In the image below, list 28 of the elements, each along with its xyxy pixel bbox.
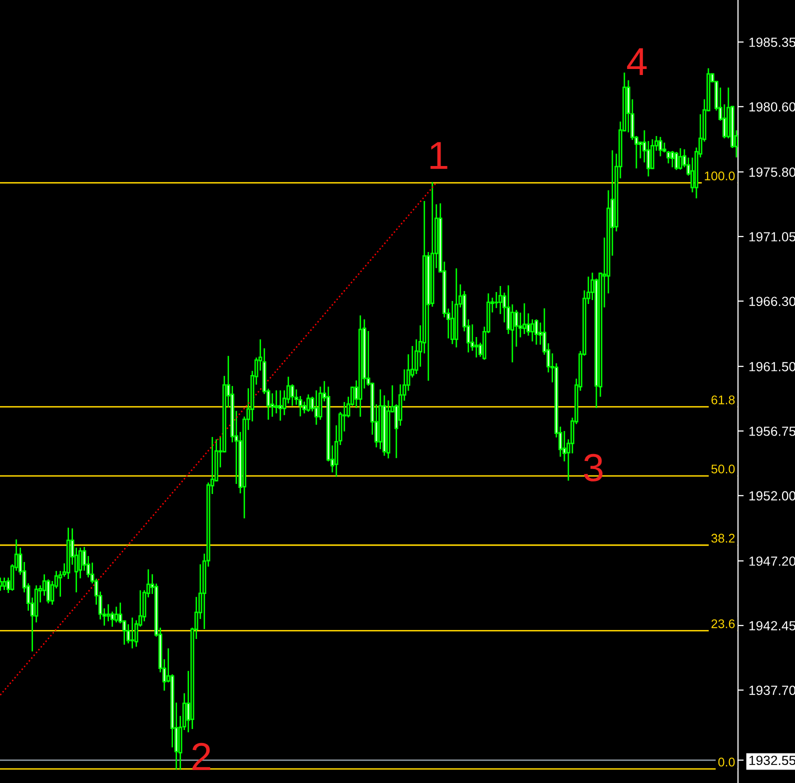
candlestick xyxy=(658,136,662,156)
candlestick xyxy=(514,310,518,347)
candlestick xyxy=(114,606,118,622)
candlestick xyxy=(130,618,134,648)
candlestick xyxy=(278,390,282,421)
annotation: 50.0 xyxy=(711,464,735,474)
candlestick xyxy=(2,578,6,590)
annotation: 38.2 xyxy=(711,534,735,543)
candlestick xyxy=(274,390,278,414)
candlestick xyxy=(306,394,310,412)
candlestick xyxy=(674,152,678,170)
candlestick xyxy=(670,150,674,168)
candlestick xyxy=(678,148,682,170)
annotation: 61.8 xyxy=(712,395,735,404)
candlestick xyxy=(290,384,294,406)
candlestick xyxy=(106,604,110,622)
annotation: 0.0 xyxy=(718,758,735,767)
annotation: 100.0 xyxy=(704,171,735,180)
candlestick xyxy=(522,303,526,334)
annotation: 23.6 xyxy=(712,619,735,628)
candlestick xyxy=(314,390,318,425)
candlestick xyxy=(534,319,538,345)
annotation: 3 xyxy=(584,454,602,482)
candlestick xyxy=(530,319,534,342)
candlestick xyxy=(474,337,478,358)
annotation: 1 xyxy=(430,142,448,169)
candlestick xyxy=(450,300,454,344)
annotation: 4 xyxy=(627,48,647,76)
